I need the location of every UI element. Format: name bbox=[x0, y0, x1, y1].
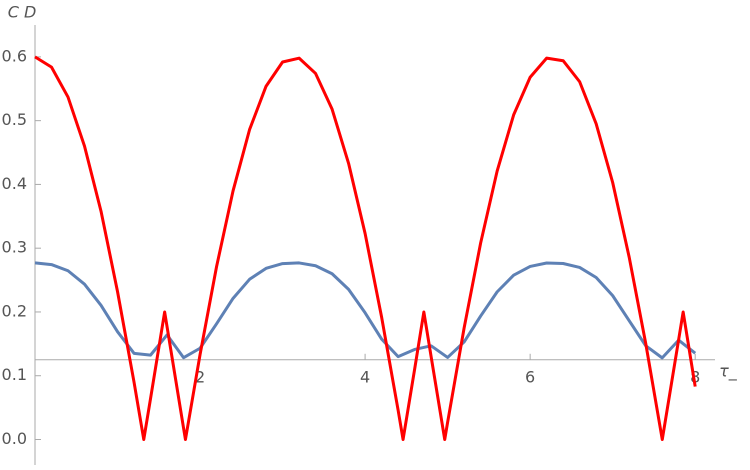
y-tick-label: 0.0 bbox=[2, 429, 27, 448]
x-tick-label: 6 bbox=[525, 367, 535, 386]
y-axis-label: C D bbox=[8, 3, 37, 22]
y-tick-label: 0.6 bbox=[2, 46, 27, 65]
x-tick-label: 8 bbox=[690, 367, 700, 386]
x-axis-label: τ_ bbox=[719, 362, 738, 382]
line-series bbox=[34, 261, 697, 360]
line-series bbox=[34, 55, 697, 441]
y-tick-label: 0.1 bbox=[2, 365, 27, 384]
y-tick-label: 0.5 bbox=[2, 110, 27, 129]
y-tick-label: 0.4 bbox=[2, 174, 27, 193]
y-tick-label: 0.3 bbox=[2, 238, 27, 257]
x-tick-label: 4 bbox=[360, 367, 370, 386]
x-tick-label: 2 bbox=[195, 367, 205, 386]
y-tick-label: 0.2 bbox=[2, 301, 27, 320]
